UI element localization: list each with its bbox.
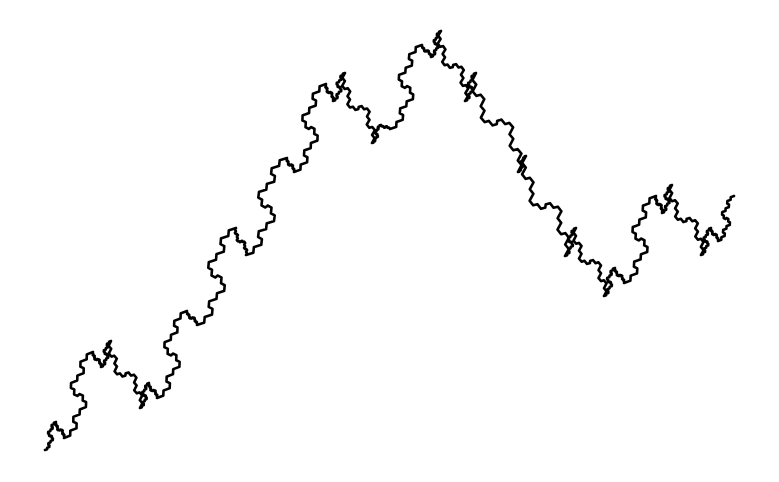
fractal-curve <box>43 29 736 452</box>
